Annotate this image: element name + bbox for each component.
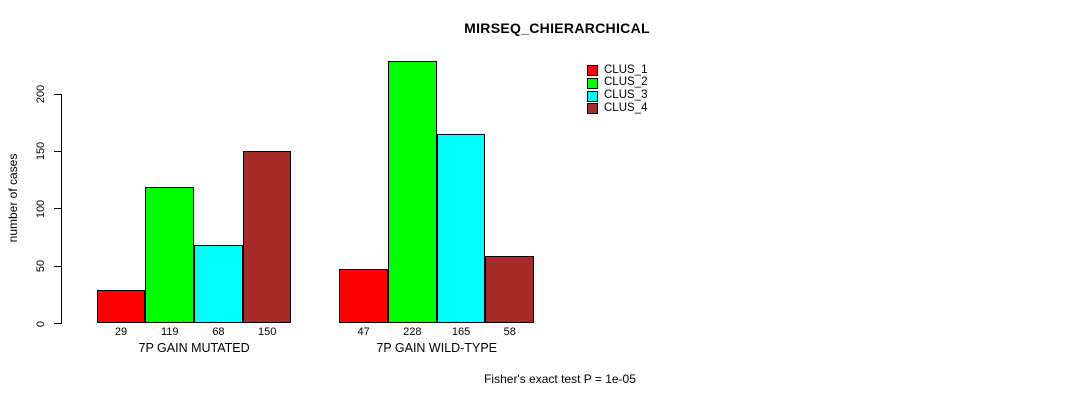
bar-clus_1-1 (96, 289, 146, 323)
legend-label-clus_2: CLUS_2 (604, 76, 648, 89)
y-tick-label: 100 (35, 199, 47, 218)
bar-value-label: 47 (357, 326, 370, 338)
legend-label-clus_4: CLUS_4 (604, 101, 648, 114)
bar-clus_4-1 (242, 150, 292, 323)
bar-value-label: 150 (257, 326, 277, 338)
y-axis-title: number of cases (6, 153, 20, 243)
legend-label-clus_1: CLUS_1 (604, 63, 648, 76)
bar-clus_4-2 (485, 256, 535, 323)
y-tick-mark (54, 208, 61, 210)
bar-value-label: 119 (160, 326, 179, 338)
x-group-label: 7P GAIN MUTATED (138, 341, 250, 355)
x-group-label: 7P GAIN WILD-TYPE (376, 341, 498, 355)
bar-value-label: 58 (503, 326, 516, 338)
legend-swatch-clus_1 (587, 65, 598, 76)
y-tick-mark (54, 265, 61, 267)
y-tick-mark (54, 323, 61, 324)
legend-swatch-clus_3 (587, 90, 598, 102)
y-tick-label: 50 (35, 260, 47, 273)
chart-title: MIRSEQ_CHIERARCHICAL (464, 19, 650, 36)
bar-value-label: 228 (403, 326, 422, 338)
y-tick-label: 150 (35, 142, 47, 161)
y-axis-line (61, 93, 62, 324)
bar-clus_2-2 (388, 61, 437, 323)
bar-clus_2-1 (145, 186, 195, 323)
y-tick-label: 0 (35, 320, 47, 327)
bar-clus_1-2 (339, 269, 388, 323)
bar-value-label: 68 (212, 326, 225, 338)
y-tick-mark (54, 150, 61, 152)
legend-swatch-clus_4 (587, 103, 598, 115)
bar-clus_3-1 (194, 245, 243, 323)
fisher-test-note: Fisher's exact test P = 1e-05 (484, 372, 636, 386)
bar-value-label: 165 (451, 326, 471, 338)
legend-label-clus_3: CLUS_3 (604, 89, 648, 102)
y-tick-label: 200 (35, 84, 47, 104)
bar-value-label: 29 (114, 326, 128, 338)
legend-swatch-clus_2 (587, 77, 598, 89)
bar-clus_3-2 (436, 133, 486, 323)
y-tick-mark (54, 93, 61, 95)
